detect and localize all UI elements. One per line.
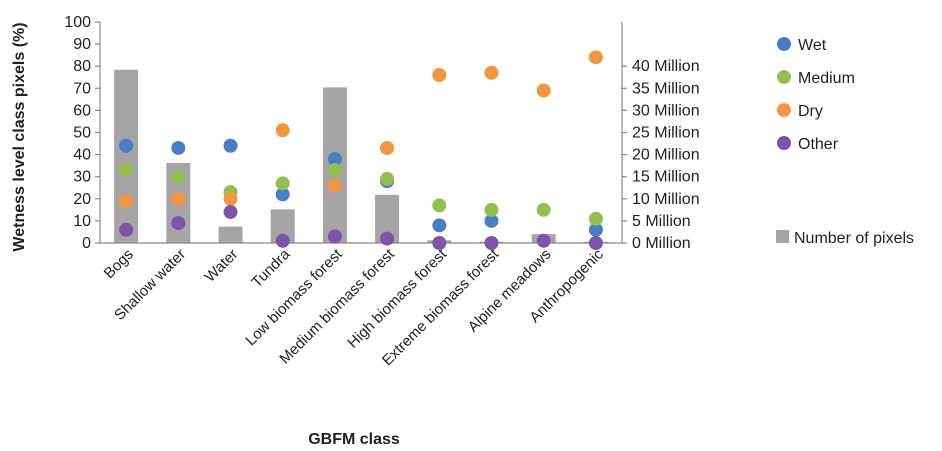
point-medium: [275, 176, 290, 191]
legend-marker-wet: [777, 37, 791, 51]
point-medium: [171, 169, 186, 184]
right-tick-label: 35 Million: [632, 80, 700, 97]
point-medium: [484, 202, 499, 217]
point-dry: [432, 68, 447, 83]
bar: [114, 69, 139, 244]
point-medium: [536, 202, 551, 217]
right-tick-labels: 0 Million 5 Million 10 Million 15 Million 20…: [622, 58, 700, 252]
category-label: Tundra: [248, 245, 294, 291]
left-tick-labels: 0 10 20 30 40 50 60 70 80 90 100: [64, 14, 100, 252]
point-medium: [327, 163, 342, 178]
point-other: [484, 236, 499, 250]
point-wet: [484, 213, 499, 228]
left-tick-label: 90: [73, 36, 91, 53]
left-tick-label: 10: [73, 213, 91, 230]
right-tick-label: 20 Million: [632, 147, 700, 164]
points-layer: [119, 50, 603, 250]
legend-label: Dry: [798, 103, 823, 120]
right-tick-label: 40 Million: [632, 58, 700, 75]
left-tick-label: 80: [73, 58, 91, 75]
category-label: High biomass forest: [344, 245, 450, 351]
right-tick-label: 10 Million: [632, 191, 700, 208]
legend-marker-pixels: [776, 230, 789, 243]
left-tick-label: 20: [73, 191, 91, 208]
legend-label: Wet: [798, 37, 827, 54]
point-wet: [119, 138, 134, 153]
point-dry: [275, 123, 290, 138]
point-other: [119, 222, 134, 237]
category-label: Bogs: [101, 246, 137, 282]
point-dry: [536, 83, 551, 98]
left-tick-label: 30: [73, 169, 91, 186]
left-tick-label: 60: [73, 102, 91, 119]
legend-label: Other: [798, 136, 839, 153]
point-dry: [380, 140, 395, 155]
legend: Wet Medium Dry Other Number of pixels: [776, 37, 914, 247]
point-wet: [327, 152, 342, 167]
point-medium: [588, 211, 603, 226]
category-label: Low biomass forest: [242, 245, 346, 349]
left-tick-label: 50: [73, 125, 91, 142]
right-tick-label: 30 Million: [632, 102, 700, 119]
left-tick-label: 0: [82, 235, 91, 252]
point-other: [432, 236, 447, 250]
bars-layer: [114, 69, 608, 244]
bar: [218, 226, 243, 243]
point-dry: [327, 178, 342, 193]
point-other: [223, 205, 238, 220]
point-medium: [119, 163, 134, 178]
point-dry: [171, 191, 186, 206]
left-tick-label: 40: [73, 147, 91, 164]
legend-label: Number of pixels: [794, 230, 914, 247]
point-other: [171, 216, 186, 231]
point-wet: [275, 187, 290, 202]
legend-marker-medium: [777, 70, 791, 84]
right-tick-label: 15 Million: [632, 169, 700, 186]
point-other: [380, 231, 395, 246]
point-other: [275, 233, 290, 248]
point-dry: [119, 194, 134, 209]
point-wet: [223, 138, 238, 153]
right-tick-label: 5 Million: [632, 213, 691, 230]
legend-label: Medium: [798, 70, 855, 87]
category-label: Water: [201, 246, 241, 286]
point-dry: [484, 65, 499, 80]
point-other: [588, 236, 603, 250]
point-dry: [588, 50, 603, 65]
point-dry: [223, 191, 238, 206]
point-other: [327, 229, 342, 244]
left-tick-label: 70: [73, 80, 91, 97]
x-axis-title: GBFM class: [308, 431, 400, 448]
right-tick-label: 25 Million: [632, 125, 700, 142]
point-wet: [588, 222, 603, 237]
right-tick-label: 0 Million: [632, 235, 691, 252]
legend-marker-other: [777, 136, 791, 150]
point-medium: [432, 198, 447, 213]
point-medium: [380, 171, 395, 186]
y-axis-title: Wetness level class pixels (%): [11, 22, 28, 251]
legend-marker-dry: [777, 103, 791, 117]
point-wet: [171, 140, 186, 155]
point-wet: [432, 218, 447, 233]
point-other: [536, 233, 551, 248]
left-tick-label: 100: [64, 14, 91, 31]
